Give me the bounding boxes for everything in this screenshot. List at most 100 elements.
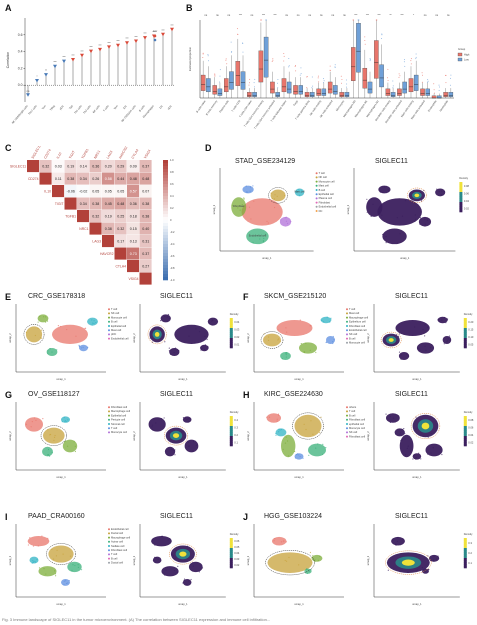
panel-b-outlier xyxy=(450,74,452,76)
umap-density-colorbar-segment xyxy=(229,540,233,543)
umap-cell-point xyxy=(312,433,314,435)
umap-cell-point xyxy=(182,582,184,584)
panel-b-box xyxy=(224,78,229,93)
panel-c-colorbar-segment xyxy=(163,193,168,197)
panel-b-outlier xyxy=(214,74,216,76)
umap-cell-point xyxy=(284,442,287,444)
umap-legend-swatch xyxy=(315,172,318,175)
umap-legend-label: Fibroblast cell xyxy=(111,405,127,409)
panel-c-cell xyxy=(127,185,140,198)
umap-cell-point xyxy=(186,584,188,586)
umap-density-colorbar-segment xyxy=(463,440,467,443)
panel-a-xtick-label: Tcm xyxy=(41,104,47,110)
panel-c-colorbar-segment xyxy=(163,256,168,260)
umap-cell-point xyxy=(74,564,76,567)
umap-cell-point xyxy=(49,347,51,350)
umap-cell-point xyxy=(305,342,307,344)
panel-c-cell-value: 0.32 xyxy=(117,227,124,231)
umap-cell-point xyxy=(273,206,276,209)
umap-cell-point xyxy=(426,219,428,221)
umap-legend-label: NK cell xyxy=(111,311,120,315)
umap-cell-point xyxy=(446,340,448,342)
umap-density-colorbar-segment xyxy=(229,426,233,429)
panel-b-box xyxy=(247,92,252,97)
umap-cell-point xyxy=(188,580,190,582)
panel-b-box xyxy=(408,78,414,93)
panel-b-significance: ns xyxy=(227,14,230,17)
panel-b-outlier xyxy=(381,37,383,39)
umap-ylabel: umap_2 xyxy=(246,431,250,441)
panel-c-cell-value: 0.19 xyxy=(67,164,74,168)
umap-cell-point xyxy=(285,356,287,358)
umap-cell-point xyxy=(380,190,382,192)
panel-a-ytick-label: 0.4 xyxy=(18,50,23,54)
umap-cell-point xyxy=(78,345,80,347)
umap-cell-point xyxy=(151,539,154,541)
umap-legend-label: B cell xyxy=(349,413,356,417)
umap-cell-point xyxy=(54,573,57,575)
umap-density-colorbar-segment xyxy=(463,428,467,431)
umap-cell-point xyxy=(176,571,178,573)
panel-b-significance: ns xyxy=(216,14,219,17)
panel-a-point xyxy=(170,27,174,32)
umap-density-tick: 0.4 xyxy=(234,418,238,422)
panel-b-box xyxy=(235,61,241,86)
panel-c-cell-value: 0.38 xyxy=(142,202,149,206)
umap-density-cluster xyxy=(188,561,203,573)
panel-a-significance: *** xyxy=(62,55,65,59)
umap-cell-point xyxy=(37,545,39,547)
umap-cell-point xyxy=(188,446,190,448)
umap-cell-point xyxy=(387,190,390,192)
umap-density-colorbar-segment xyxy=(463,424,467,427)
umap-legend-swatch xyxy=(346,414,348,417)
umap-cell-point xyxy=(30,426,32,428)
panel-c-colorbar-segment xyxy=(163,181,168,185)
panel-b-outlier xyxy=(421,81,423,83)
umap-density-colorbar-segment xyxy=(459,196,463,199)
umap-legend-swatch xyxy=(346,410,348,413)
panel-c-cell-value: 0.13 xyxy=(130,239,137,243)
panel-b-box xyxy=(443,92,448,97)
umap-density-colorbar-segment xyxy=(459,188,463,191)
umap-cell-point xyxy=(47,350,49,352)
umap-density-cluster xyxy=(391,536,405,546)
panel-b-significance: ns xyxy=(447,14,450,17)
umap-cell-point xyxy=(237,207,239,209)
umap-cell-point xyxy=(413,454,415,457)
umap-cell-point xyxy=(284,559,286,562)
umap-cell-point xyxy=(160,319,162,322)
umap-ylabel: umap_2 xyxy=(346,204,350,214)
umap-ylabel: umap_2 xyxy=(366,333,370,343)
umap-density-colorbar-segment xyxy=(229,328,233,331)
panel-c-cell xyxy=(114,160,127,173)
umap-xlabel: umap_1 xyxy=(294,602,304,606)
panel-b-outlier xyxy=(236,28,238,30)
panel-a-ytick-label: 0.6 xyxy=(18,33,23,37)
umap-legend-swatch xyxy=(108,532,110,535)
umap-cell-point xyxy=(64,420,66,422)
umap-cell-point xyxy=(277,339,279,341)
panel-c-colorbar-segment xyxy=(163,262,168,266)
umap-cell-point xyxy=(168,350,171,352)
umap-cell-point xyxy=(435,558,437,560)
panel-c-cell-value: 0.03 xyxy=(55,164,62,168)
panel-b-xtick-label: T cells CD4 memory resting xyxy=(243,99,265,128)
umap-cell-point xyxy=(449,340,451,342)
panel-b-outlier xyxy=(433,89,435,91)
umap-cell-point xyxy=(174,558,176,560)
umap-legend-swatch xyxy=(108,308,110,311)
panel-d-title: STAD_GSE234129 xyxy=(235,158,296,165)
umap-legend-label: Epithelial cell xyxy=(111,324,127,328)
umap-cell-point xyxy=(212,319,214,321)
panel-b-outlier xyxy=(248,82,250,84)
umap-cell-point xyxy=(263,237,265,240)
umap-cell-point xyxy=(401,428,404,431)
umap-cell-point xyxy=(447,338,449,340)
umap-cell-point xyxy=(48,455,51,457)
umap-legend-swatch xyxy=(108,312,110,315)
umap-ylabel: umap_2 xyxy=(212,204,216,214)
